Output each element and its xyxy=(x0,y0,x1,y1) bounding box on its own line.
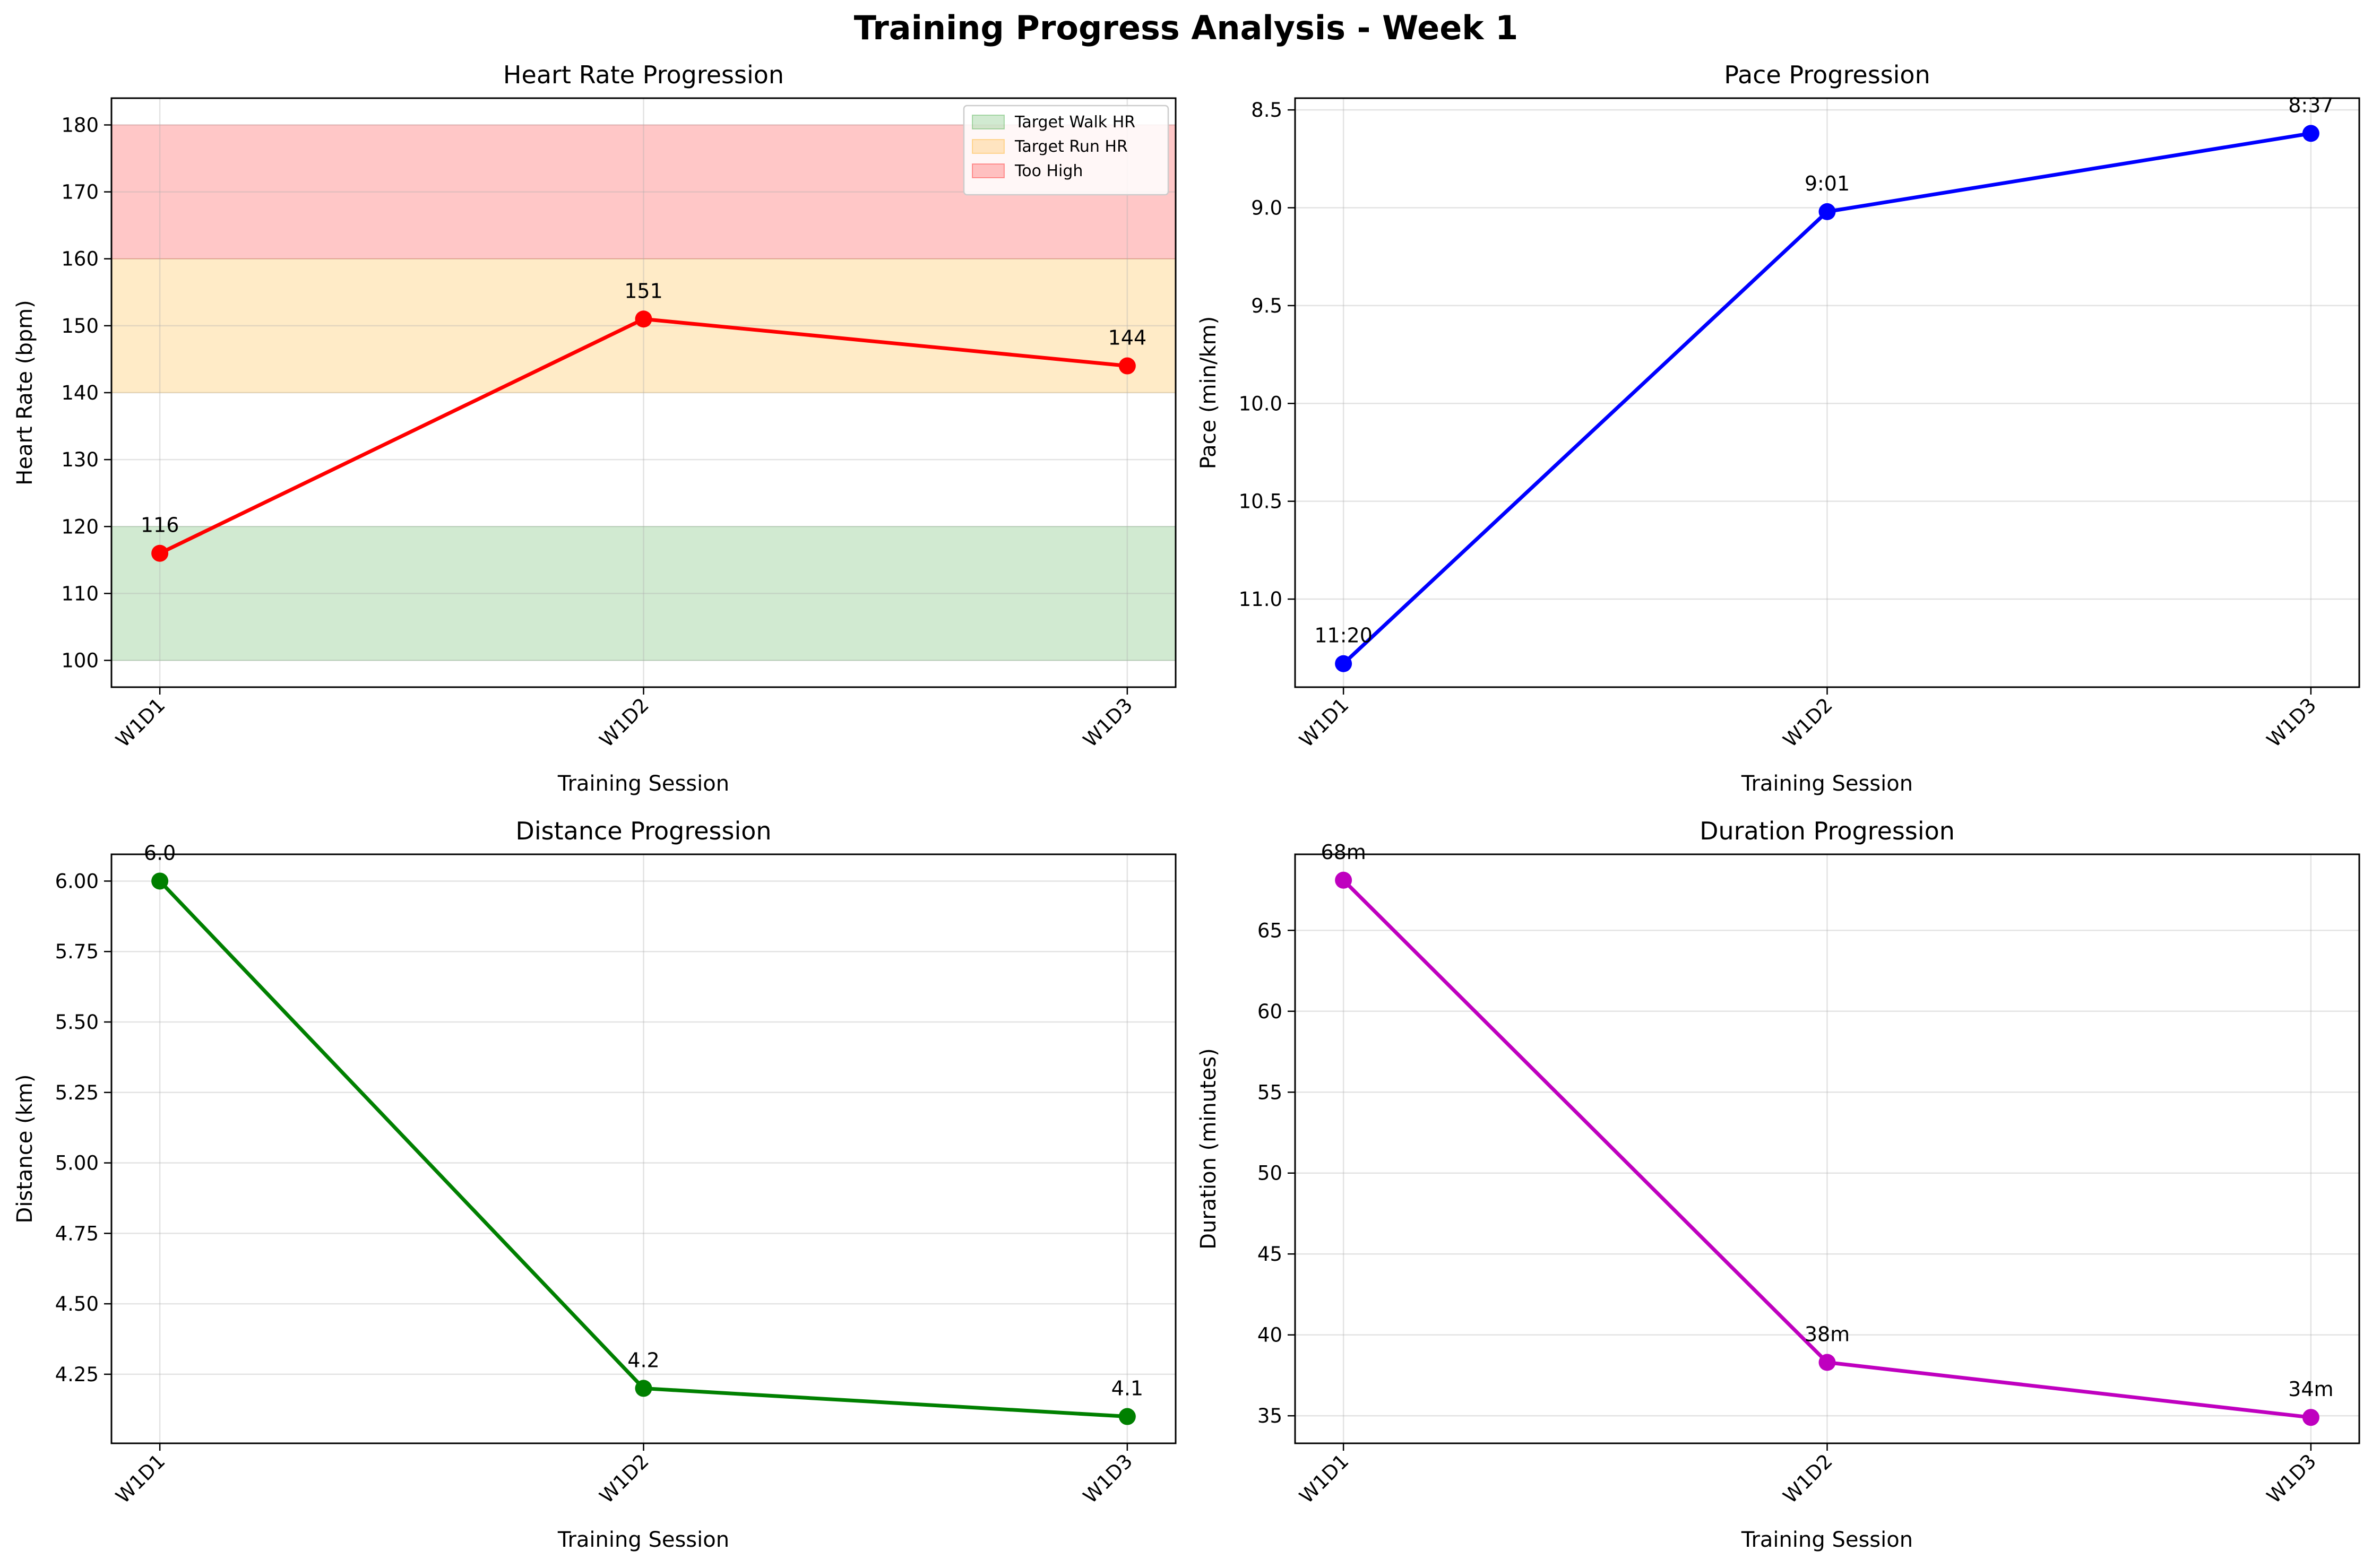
data-label: 4.2 xyxy=(627,1348,659,1372)
data-label: 151 xyxy=(624,279,663,302)
y-tick-label: 5.00 xyxy=(55,1152,99,1175)
y-tick-label: 160 xyxy=(61,248,99,271)
y-tick-label: 10.5 xyxy=(1239,490,1282,513)
y-axis-label: Distance (km) xyxy=(13,1075,37,1224)
y-tick-label: 65 xyxy=(1257,919,1282,942)
y-tick-label: 140 xyxy=(61,382,99,404)
y-tick-label: 5.25 xyxy=(55,1081,99,1104)
y-tick-label: 120 xyxy=(61,515,99,538)
data-label: 144 xyxy=(1108,326,1147,350)
y-tick-label: 6.00 xyxy=(55,870,99,893)
x-axis-label: Training Session xyxy=(557,772,729,796)
data-point xyxy=(1335,871,1352,889)
legend-label: Target Walk HR xyxy=(1014,113,1135,132)
data-point xyxy=(2302,1409,2319,1426)
y-tick-label: 130 xyxy=(61,448,99,471)
axes-frame xyxy=(110,853,1177,1444)
x-axis-label: Training Session xyxy=(1741,772,1913,796)
zone-band-0 xyxy=(111,526,1176,661)
x-tick-label: W1D2 xyxy=(1779,1450,1837,1508)
y-tick-label: 8.5 xyxy=(1251,99,1282,122)
y-tick-label: 60 xyxy=(1257,1000,1282,1023)
data-label: 116 xyxy=(141,514,179,537)
x-tick-label: W1D1 xyxy=(1295,1450,1353,1508)
y-tick-label: 4.75 xyxy=(55,1222,99,1245)
chart-title: Duration Progression xyxy=(1700,817,1955,845)
legend-swatch xyxy=(972,115,1005,129)
data-point xyxy=(1818,203,1836,220)
y-tick-label: 40 xyxy=(1257,1324,1282,1347)
y-tick-label: 170 xyxy=(61,181,99,204)
y-tick-label: 10.0 xyxy=(1239,392,1282,415)
y-tick-label: 5.75 xyxy=(55,940,99,963)
figure-title: Training Progress Analysis - Week 1 xyxy=(853,8,1519,47)
legend-swatch xyxy=(972,163,1005,178)
y-tick-label: 4.25 xyxy=(55,1363,99,1386)
chart-title: Pace Progression xyxy=(1724,60,1930,89)
y-axis-label: Heart Rate (bpm) xyxy=(13,300,37,485)
legend-label: Too High xyxy=(1014,162,1083,180)
y-tick-label: 11.0 xyxy=(1239,588,1282,611)
data-label: 68m xyxy=(1321,841,1366,864)
axes-frame xyxy=(110,97,1177,688)
y-tick-label: 5.50 xyxy=(55,1011,99,1034)
y-tick-label: 45 xyxy=(1257,1243,1282,1266)
data-label: 6.0 xyxy=(144,841,176,864)
data-point xyxy=(635,1380,652,1397)
y-tick-label: 9.5 xyxy=(1251,294,1282,317)
legend-swatch xyxy=(972,139,1005,154)
axes-frame xyxy=(1294,97,2360,688)
y-tick-label: 35 xyxy=(1257,1405,1282,1427)
data-point xyxy=(2302,125,2319,142)
data-label: 9:01 xyxy=(1805,172,1850,195)
y-tick-label: 9.0 xyxy=(1251,197,1282,220)
y-tick-label: 55 xyxy=(1257,1081,1282,1104)
y-tick-label: 4.50 xyxy=(55,1293,99,1315)
legend-label: Target Run HR xyxy=(1014,137,1128,156)
x-tick-label: W1D3 xyxy=(2263,1450,2321,1508)
data-label: 4.1 xyxy=(1111,1377,1143,1400)
data-point xyxy=(1118,1408,1136,1425)
data-label: 8:37 xyxy=(2288,93,2333,117)
legend-box xyxy=(963,105,1169,196)
y-tick-label: 50 xyxy=(1257,1162,1282,1185)
data-label: 11:20 xyxy=(1314,624,1373,647)
y-axis-label: Pace (min/km) xyxy=(1196,316,1221,469)
data-label: 34m xyxy=(2288,1378,2333,1401)
y-tick-label: 100 xyxy=(61,649,99,672)
chart-title: Distance Progression xyxy=(515,817,771,845)
x-axis-label: Training Session xyxy=(557,1528,729,1552)
y-tick-label: 110 xyxy=(61,582,99,605)
data-point xyxy=(151,872,169,890)
data-point xyxy=(635,310,652,328)
y-tick-label: 150 xyxy=(61,315,99,337)
data-label: 38m xyxy=(1805,1323,1850,1346)
y-axis-label: Duration (minutes) xyxy=(1196,1048,1221,1250)
data-point xyxy=(1335,655,1352,672)
chart-title: Heart Rate Progression xyxy=(503,60,784,89)
axes-frame xyxy=(1294,853,2360,1444)
y-tick-label: 180 xyxy=(61,114,99,136)
data-point xyxy=(151,544,169,562)
x-axis-label: Training Session xyxy=(1741,1528,1913,1552)
data-point xyxy=(1118,357,1136,375)
data-point xyxy=(1818,1354,1836,1371)
